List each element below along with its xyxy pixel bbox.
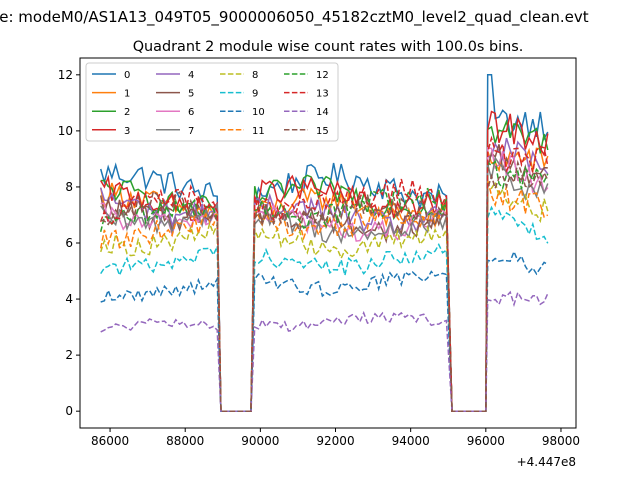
y-tick-label: 8 (65, 180, 73, 194)
legend-label: 6 (188, 107, 194, 118)
legend-label: 7 (188, 126, 194, 137)
x-tick-96000: 96000 (467, 428, 505, 448)
y-tick-label: 4 (65, 292, 73, 306)
legend-item-15: 15 (284, 126, 329, 137)
y-tick-label: 10 (58, 124, 73, 138)
legend-item-6: 6 (156, 107, 194, 118)
y-tick-label: 2 (65, 348, 73, 362)
x-tick-label: 86000 (91, 434, 129, 448)
series-line-5 (99, 144, 548, 412)
y-tick-4: 4 (65, 292, 80, 306)
series-line-9 (100, 205, 549, 412)
x-tick-label: 90000 (241, 434, 279, 448)
x-tick-86000: 86000 (91, 428, 129, 448)
legend-label: 8 (252, 70, 258, 81)
x-tick-88000: 88000 (166, 428, 204, 448)
y-tick-2: 2 (65, 348, 80, 362)
legend-label: 12 (316, 70, 329, 81)
legend-item-9: 9 (220, 89, 258, 100)
series-line-14 (100, 290, 549, 412)
legend-item-5: 5 (156, 89, 194, 100)
y-tick-label: 6 (65, 236, 73, 250)
x-axis-offset-label: +4.447e8 (517, 455, 576, 469)
figure-suptitle-text: n file: modeM0/AS1A13_049T05_9000006050_… (0, 8, 589, 26)
legend-label: 2 (124, 107, 130, 118)
x-tick-90000: 90000 (241, 428, 279, 448)
y-tick-0: 0 (65, 404, 80, 418)
legend-item-0: 0 (92, 70, 130, 81)
x-tick-label: 94000 (392, 434, 430, 448)
legend-label: 14 (316, 107, 329, 118)
legend-item-8: 8 (220, 70, 258, 81)
series-line-1 (99, 147, 549, 412)
y-tick-6: 6 (65, 236, 80, 250)
series-line-10 (100, 249, 549, 412)
y-tick-label: 12 (58, 68, 73, 82)
legend-item-11: 11 (220, 126, 265, 137)
y-tick-12: 12 (58, 68, 80, 82)
x-tick-label: 88000 (166, 434, 204, 448)
legend-item-3: 3 (92, 126, 130, 137)
legend-item-2: 2 (92, 107, 130, 118)
series-line-15 (100, 159, 549, 412)
figure-suptitle: n file: modeM0/AS1A13_049T05_9000006050_… (0, 8, 640, 32)
y-tick-label: 0 (65, 404, 73, 418)
legend-item-14: 14 (284, 107, 329, 118)
legend-item-12: 12 (284, 70, 329, 81)
legend-label: 5 (188, 89, 194, 100)
legend-label: 0 (124, 70, 130, 81)
x-tick-92000: 92000 (316, 428, 355, 448)
x-tick-label: 92000 (316, 434, 354, 448)
x-tick-98000: 98000 (542, 428, 580, 448)
legend-label: 10 (252, 107, 265, 118)
legend-label: 9 (252, 89, 258, 100)
x-tick-label: 98000 (542, 434, 580, 448)
legend-item-4: 4 (156, 70, 194, 81)
series-line-6 (100, 147, 549, 412)
y-tick-8: 8 (65, 180, 80, 194)
legend-item-13: 13 (284, 89, 329, 100)
plot-area: 86000 88000 90000 92000 94000 96000 98000 0 2 4 6… (58, 57, 580, 469)
legend-item-1: 1 (92, 89, 130, 100)
legend-label: 4 (188, 70, 194, 81)
series-line-8 (99, 180, 549, 412)
x-tick-label: 96000 (467, 434, 505, 448)
legend-label: 3 (124, 126, 130, 137)
legend-label: 13 (316, 89, 329, 100)
legend-item-10: 10 (220, 107, 265, 118)
x-tick-94000: 94000 (392, 428, 430, 448)
legend-item-7: 7 (156, 126, 194, 137)
chart-title: Quadrant 2 module wise count rates with … (133, 39, 524, 55)
legend-label: 11 (252, 126, 265, 137)
legend-label: 1 (124, 89, 130, 100)
y-tick-10: 10 (58, 124, 80, 138)
series-line-7 (100, 155, 549, 412)
legend-label: 15 (316, 126, 329, 137)
